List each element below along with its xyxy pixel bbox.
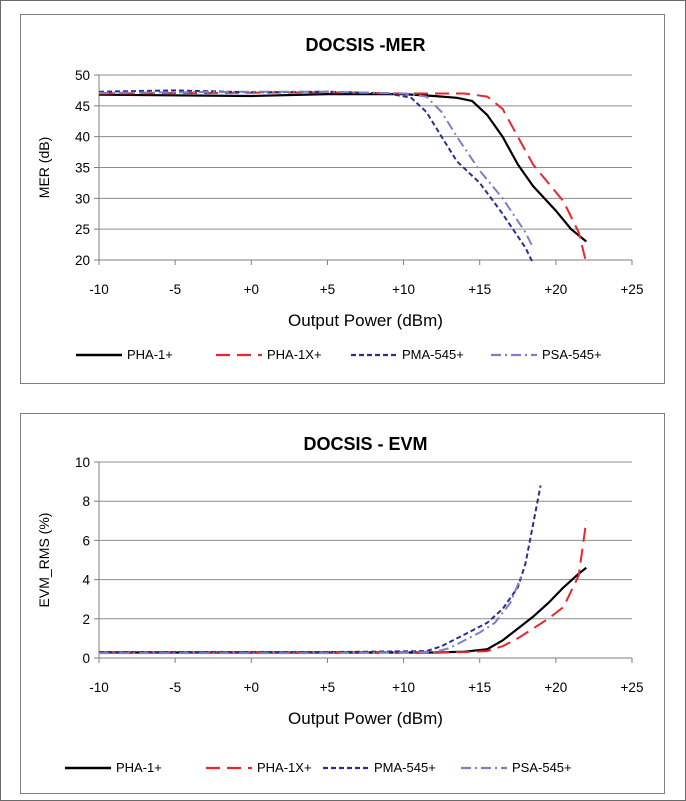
- mer-x-tick-label: +25: [621, 282, 644, 297]
- evm-chart: DOCSIS - EVM 0 2 4 6 8 10 -10 -5 +0 +5 +10 +15 +20 +25…: [36, 434, 644, 775]
- evm-series-line-pha-1: [99, 566, 587, 654]
- evm-x-tick-label: +0: [244, 680, 259, 695]
- mer-series-line-pha-1: [99, 93, 587, 243]
- evm-x-tick-label: -5: [169, 680, 181, 695]
- mer-series-line-pma-545: [99, 89, 534, 262]
- evm-legend-label: PHA-1X+: [257, 760, 312, 775]
- mer-y-tick-label: 45: [75, 99, 90, 114]
- mer-chart: DOCSIS -MER 20 25 30 35 40 45 50 -10 -5 +0 +5 +10 +15…: [36, 35, 644, 362]
- evm-y-tick-label: 10: [75, 455, 90, 470]
- evm-x-tick-label: +25: [621, 680, 644, 695]
- mer-x-axis-title: Output Power (dBm): [288, 311, 443, 330]
- evm-y-tick-label: 4: [82, 573, 90, 588]
- evm-y-axis-title: EVM_RMS (%): [36, 513, 52, 608]
- mer-y-tick-label: 50: [75, 68, 90, 83]
- mer-x-tick-label: +15: [468, 282, 491, 297]
- mer-y-tick-label: 30: [75, 191, 90, 206]
- mer-chart-panel: DOCSIS -MER 20 25 30 35 40 45 50 -10 -5 +0 +5 +10 +15…: [20, 14, 665, 384]
- evm-series-line-pha-1x: [99, 520, 588, 654]
- evm-chart-panel: DOCSIS - EVM 0 2 4 6 8 10 -10 -5 +0 +5 +10 +15 +20 +25…: [20, 413, 665, 794]
- evm-legend-label: PSA-545+: [512, 760, 572, 775]
- mer-x-tick-label: +5: [320, 282, 335, 297]
- mer-x-tick-label: -10: [89, 282, 109, 297]
- mer-chart-title: DOCSIS -MER: [305, 35, 425, 55]
- mer-legend-label: PHA-1+: [127, 347, 173, 362]
- mer-x-tick-label: +10: [392, 282, 415, 297]
- mer-y-tick-label: 20: [75, 253, 90, 268]
- mer-series-line-psa-545: [99, 90, 534, 249]
- evm-x-axis-title: Output Power (dBm): [288, 709, 443, 728]
- mer-x-tick-label: +20: [544, 282, 567, 297]
- evm-legend-label: PHA-1+: [116, 760, 162, 775]
- mer-legend-label: PHA-1X+: [267, 347, 322, 362]
- mer-y-tick-label: 25: [75, 222, 90, 237]
- evm-x-tick-label: +10: [392, 680, 415, 695]
- mer-x-tick-label: -5: [169, 282, 181, 297]
- evm-y-tick-label: 6: [82, 533, 90, 548]
- evm-series-line-psa-545: [99, 573, 524, 655]
- mer-series-line-pha-1x: [99, 91, 588, 262]
- evm-legend-label: PMA-545+: [374, 760, 436, 775]
- evm-y-tick-label: 8: [82, 494, 90, 509]
- mer-y-tick-label: 35: [75, 161, 90, 176]
- evm-x-tick-label: +20: [544, 680, 567, 695]
- evm-y-tick-label: 0: [82, 651, 90, 666]
- mer-legend-label: PMA-545+: [402, 347, 464, 362]
- mer-y-axis-title: MER (dB): [36, 137, 52, 198]
- mer-x-tick-label: +0: [244, 282, 259, 297]
- mer-y-tick-label: 40: [75, 130, 90, 145]
- evm-x-tick-label: -10: [89, 680, 109, 695]
- evm-series-line-pma-545: [99, 485, 542, 654]
- mer-legend-label: PSA-545+: [542, 347, 602, 362]
- evm-x-tick-label: +15: [468, 680, 491, 695]
- evm-y-tick-label: 2: [82, 612, 90, 627]
- evm-chart-title: DOCSIS - EVM: [303, 434, 427, 454]
- evm-x-tick-label: +5: [320, 680, 335, 695]
